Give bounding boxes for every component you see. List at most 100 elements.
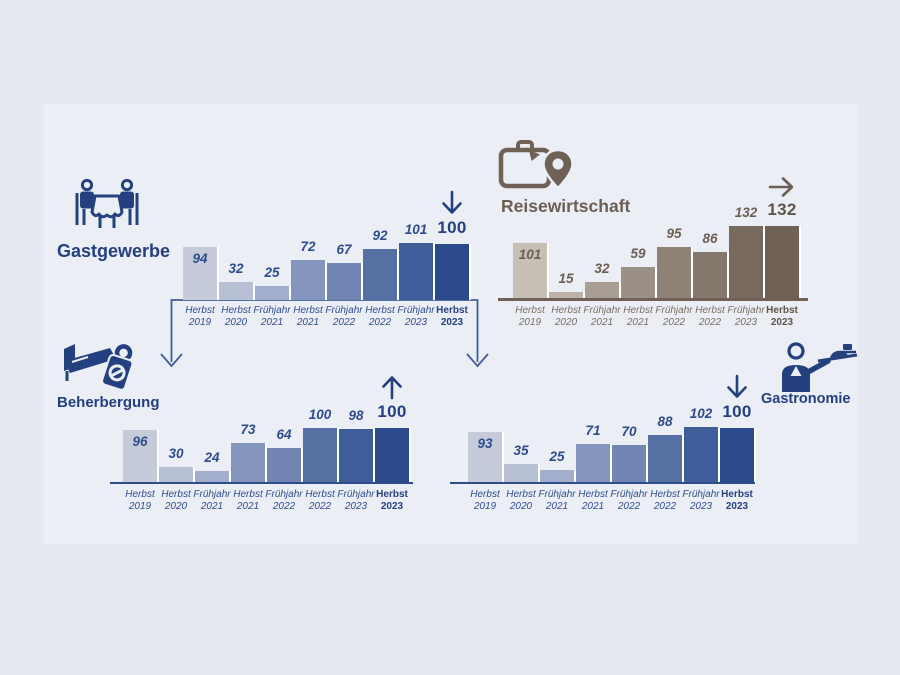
- bar-beherbergung-3: [231, 443, 265, 484]
- category-label-gastgewerbe-4: Frühjahr 2022: [325, 305, 363, 328]
- chart-title-reisewirtschaft: Reisewirtschaft: [501, 196, 631, 216]
- value-label-beherbergung-0: 96: [132, 434, 148, 450]
- bar-gastgewerbe-6: [399, 243, 433, 300]
- chart-title-beherbergung: Beherbergung: [57, 394, 160, 411]
- category-label-reisewirtschaft-1: Herbst 2020: [551, 305, 581, 328]
- value-label-beherbergung-6: 98: [348, 408, 364, 424]
- axis-line-gastronomie: [450, 482, 755, 484]
- value-label-beherbergung-2: 24: [204, 449, 220, 465]
- value-label-gastronomie-3: 71: [585, 423, 601, 439]
- category-label-gastgewerbe-3: Herbst 2021: [293, 305, 323, 328]
- category-label-beherbergung-6: Frühjahr 2023: [337, 489, 375, 512]
- value-label-gastgewerbe-0: 94: [192, 251, 208, 267]
- people-at-table-icon: [75, 178, 139, 228]
- trend-arrow-right-reisewirtschaft: [768, 176, 796, 203]
- bar-reisewirtschaft-5: [693, 251, 727, 300]
- category-label-gastronomie-2: Frühjahr 2021: [538, 489, 576, 512]
- value-label-gastronomie-4: 70: [621, 423, 637, 439]
- category-label-gastronomie-0: Herbst 2019: [470, 489, 500, 512]
- bar-gastronomie-2: [540, 470, 574, 484]
- bar-gastronomie-7: [720, 428, 754, 484]
- bar-gastronomie-4: [612, 444, 646, 484]
- value-label-gastronomie-1: 35: [513, 443, 529, 459]
- bar-beherbergung-4: [267, 448, 301, 484]
- axis-line-reisewirtschaft: [498, 298, 808, 301]
- value-label-gastronomie-5: 88: [657, 413, 673, 429]
- value-label-reisewirtschaft-2: 32: [594, 261, 610, 277]
- value-label-reisewirtschaft-5: 86: [702, 230, 718, 246]
- value-label-gastgewerbe-6: 101: [404, 222, 428, 238]
- bar-reisewirtschaft-2: [585, 282, 619, 300]
- bar-reisewirtschaft-6: [729, 226, 763, 300]
- category-label-reisewirtschaft-6: Frühjahr 2023: [727, 305, 765, 328]
- value-label-gastgewerbe-2: 25: [264, 265, 280, 280]
- category-label-gastronomie-1: Herbst 2020: [506, 489, 536, 512]
- trend-arrow-up-beherbergung: [380, 374, 404, 405]
- chart-title-gastgewerbe: Gastgewerbe: [57, 241, 171, 261]
- bar-beherbergung-7: [375, 428, 409, 484]
- value-label-beherbergung-1: 30: [168, 446, 184, 462]
- category-label-reisewirtschaft-3: Herbst 2021: [623, 305, 653, 328]
- value-label-beherbergung-4: 64: [276, 427, 292, 443]
- final-value-gastronomie: 100: [722, 402, 752, 421]
- trend-arrow-down-gastronomie: [725, 374, 749, 405]
- value-label-gastronomie-0: 93: [477, 435, 493, 451]
- bar-gastgewerbe-0: [183, 247, 217, 300]
- bar-beherbergung-2: [195, 470, 229, 484]
- bar-gastgewerbe-4: [327, 262, 361, 300]
- bar-beherbergung-5: [303, 428, 337, 484]
- bar-gastgewerbe-1: [219, 282, 253, 300]
- chart-title-gastronomie: Gastronomie: [761, 391, 851, 407]
- bar-gastgewerbe-7: [435, 244, 469, 300]
- bar-gastronomie-5: [648, 434, 682, 484]
- value-label-reisewirtschaft-0: 101: [518, 247, 542, 263]
- value-label-gastgewerbe-5: 92: [372, 227, 388, 243]
- category-label-gastgewerbe-1: Herbst 2020: [221, 305, 251, 328]
- category-label-gastgewerbe-5: Herbst 2022: [365, 305, 395, 328]
- bar-reisewirtschaft-7: [765, 226, 799, 300]
- value-label-reisewirtschaft-4: 95: [666, 225, 682, 241]
- category-label-beherbergung-0: Herbst 2019: [125, 489, 155, 512]
- final-value-gastgewerbe: 100: [437, 218, 467, 237]
- category-label-gastronomie-3: Herbst 2021: [578, 489, 608, 512]
- suitcase-location-pin-icon: [498, 140, 574, 190]
- bar-gastgewerbe-2: [255, 286, 289, 300]
- bar-reisewirtschaft-4: [657, 246, 691, 300]
- bar-gastronomie-1: [504, 464, 538, 484]
- value-label-gastgewerbe-4: 67: [336, 241, 352, 257]
- value-label-gastgewerbe-3: 72: [300, 238, 316, 254]
- category-label-reisewirtschaft-4: Frühjahr 2022: [655, 305, 693, 328]
- final-value-beherbergung: 100: [377, 402, 407, 421]
- waiter-tray-icon: [782, 342, 858, 392]
- value-label-beherbergung-5: 100: [308, 407, 332, 422]
- bar-reisewirtschaft-1: [549, 291, 583, 300]
- axis-line-beherbergung: [110, 482, 413, 484]
- bar-beherbergung-1: [159, 467, 193, 484]
- final-value-reisewirtschaft: 132: [767, 200, 797, 220]
- category-label-reisewirtschaft-7: Herbst 2023: [766, 305, 798, 328]
- category-label-beherbergung-7: Herbst 2023: [376, 489, 408, 512]
- bar-gastronomie-3: [576, 444, 610, 484]
- bar-gastronomie-6: [684, 426, 718, 484]
- category-label-gastronomie-6: Frühjahr 2023: [682, 489, 720, 512]
- bar-gastgewerbe-3: [291, 259, 325, 300]
- category-label-gastgewerbe-2: Frühjahr 2021: [253, 305, 291, 328]
- value-label-reisewirtschaft-6: 132: [734, 205, 758, 221]
- category-label-gastgewerbe-6: Frühjahr 2023: [397, 305, 435, 328]
- category-label-beherbergung-1: Herbst 2020: [161, 489, 191, 512]
- bar-beherbergung-0: [123, 430, 157, 484]
- category-label-gastgewerbe-7: Herbst 2023: [436, 305, 468, 328]
- value-label-beherbergung-3: 73: [240, 422, 256, 438]
- category-label-beherbergung-2: Frühjahr 2021: [193, 489, 231, 512]
- category-label-reisewirtschaft-5: Herbst 2022: [695, 305, 725, 328]
- category-label-beherbergung-3: Herbst 2021: [233, 489, 263, 512]
- category-label-reisewirtschaft-0: Herbst 2019: [515, 305, 545, 328]
- category-label-reisewirtschaft-2: Frühjahr 2021: [583, 305, 621, 328]
- value-label-reisewirtschaft-1: 15: [558, 270, 574, 286]
- value-label-gastronomie-2: 25: [549, 449, 565, 464]
- bar-reisewirtschaft-0: [513, 243, 547, 300]
- category-label-beherbergung-5: Herbst 2022: [305, 489, 335, 512]
- category-label-beherbergung-4: Frühjahr 2022: [265, 489, 303, 512]
- category-label-gastronomie-4: Frühjahr 2022: [610, 489, 648, 512]
